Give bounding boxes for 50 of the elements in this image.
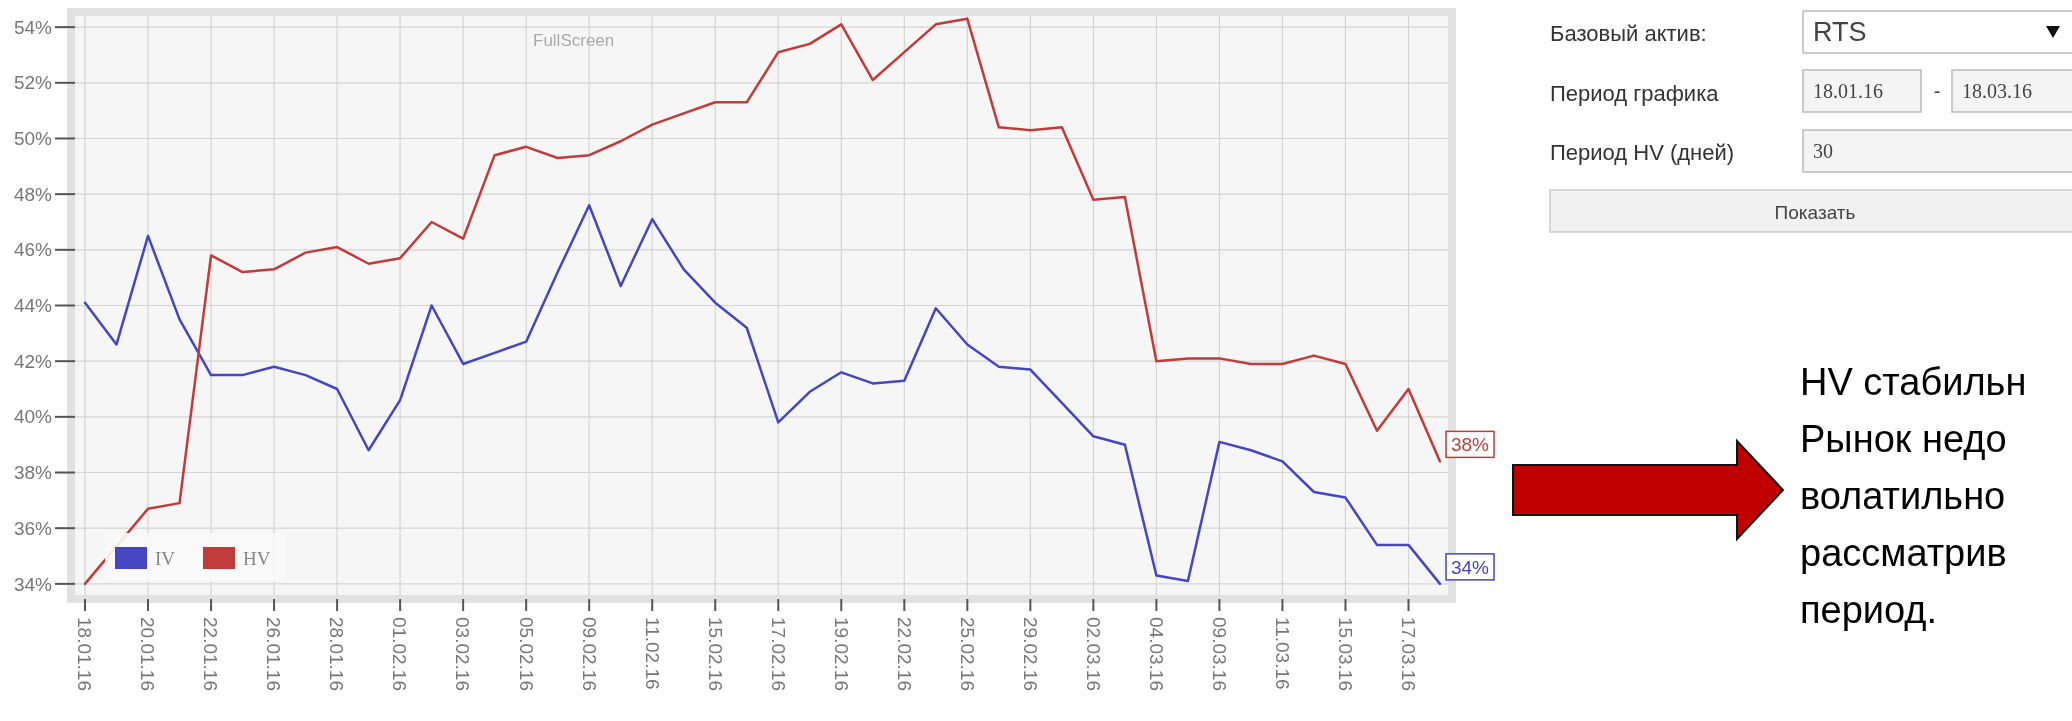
text: 18.01.16 <box>1813 80 1883 102</box>
x-tick-label: 09.02.16 <box>578 617 600 691</box>
text: - <box>1933 80 1941 102</box>
text: HV стабильн Рынок недо волатильно рассматрив период. <box>1800 361 2027 631</box>
x-tick-label: 17.03.16 <box>1397 617 1419 691</box>
x-tick-label: 20.01.16 <box>137 617 159 691</box>
y-tick-label: 44% <box>13 295 53 317</box>
text: 18.03.16 <box>1962 80 2032 102</box>
y-tick-label: 52% <box>13 72 53 94</box>
legend-label: HV <box>243 547 271 569</box>
x-tick-label: 22.02.16 <box>893 617 915 691</box>
x-tick-label: 11.03.16 <box>1271 617 1293 690</box>
y-tick-label: 54% <box>13 16 53 38</box>
y-tick-label: 42% <box>13 350 53 372</box>
x-tick-label: 05.02.16 <box>515 617 537 691</box>
x-tick-label: 26.01.16 <box>263 617 285 691</box>
text: Период HV (дней) <box>1550 139 1735 165</box>
legend-label: IV <box>155 547 176 569</box>
x-tick-label: 19.02.16 <box>830 617 852 691</box>
y-tick-label: 40% <box>13 406 53 428</box>
line-series <box>83 17 1442 586</box>
text: Базовый актив: <box>1550 20 1707 46</box>
x-tick-label: 03.02.16 <box>452 617 474 691</box>
line-series <box>83 204 1442 586</box>
y-tick-label: 46% <box>13 239 53 261</box>
x-tick-label: 18.01.16 <box>74 617 96 691</box>
x-tick-label: 09.03.16 <box>1208 617 1230 691</box>
data-label: 34% <box>1450 556 1490 578</box>
y-tick-label: 48% <box>13 183 53 205</box>
x-tick-label: 02.03.16 <box>1082 617 1104 691</box>
text: Период графика <box>1550 80 1720 106</box>
x-tick-label: 29.02.16 <box>1019 617 1041 691</box>
x-tick-label: 22.01.16 <box>200 617 222 691</box>
text: Показать <box>1774 201 1856 223</box>
y-tick-label: 36% <box>13 517 53 539</box>
data-label: 38% <box>1450 434 1490 456</box>
x-tick-label: 17.02.16 <box>767 617 789 691</box>
x-tick-label: 28.01.16 <box>326 617 348 691</box>
x-tick-label: 15.02.16 <box>704 617 726 691</box>
y-tick-label: 38% <box>13 462 53 484</box>
x-tick-label: 04.03.16 <box>1145 617 1167 691</box>
text: 30 <box>1813 140 1833 162</box>
x-tick-label: 25.02.16 <box>956 617 978 691</box>
x-tick-label: 11.02.16 <box>641 617 663 690</box>
text: RTS <box>1813 17 1867 48</box>
x-tick-label: 15.03.16 <box>1334 617 1356 691</box>
y-tick-label: 34% <box>13 573 53 595</box>
y-tick-label: 50% <box>13 128 53 150</box>
annotation: FullScreen <box>533 31 615 50</box>
x-tick-label: 01.02.16 <box>389 617 411 691</box>
